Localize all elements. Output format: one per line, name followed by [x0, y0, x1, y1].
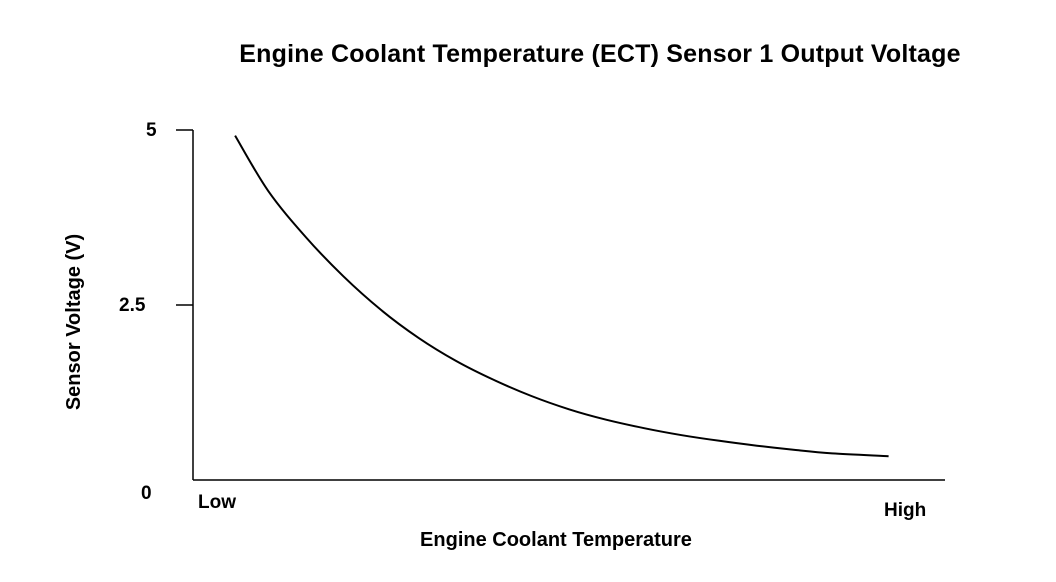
axes [192, 130, 945, 481]
chart-title: Engine Coolant Temperature (ECT) Sensor … [239, 40, 961, 68]
x-axis-title: Engine Coolant Temperature [420, 529, 692, 551]
y-tick-label: 5 [146, 120, 157, 141]
x-ticks: Low High [198, 492, 926, 521]
y-tick-label: 0 [141, 483, 152, 504]
series-line [234, 135, 889, 458]
x-tick-label-low: Low [198, 492, 236, 513]
series-group [234, 135, 889, 458]
x-tick-label-high: High [884, 500, 926, 521]
y-axis-title: Sensor Voltage (V) [63, 234, 85, 410]
y-ticks: 02.55 [119, 120, 193, 504]
y-tick-label: 2.5 [119, 295, 146, 316]
